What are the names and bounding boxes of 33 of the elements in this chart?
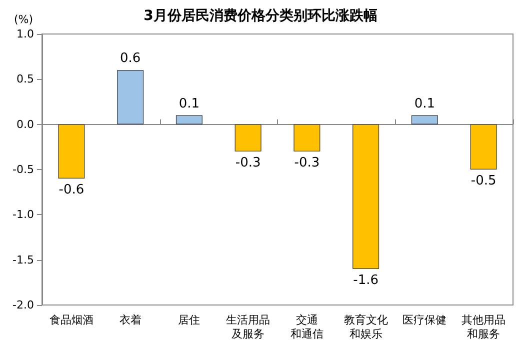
data-label: 0.6 [120,51,141,66]
x-tick-label: 食品烟酒 [49,314,94,326]
bar [470,124,497,170]
y-tick-label: -1.5 [12,253,34,266]
chart-title: 3月份居民消费价格分类别环比涨跌幅 [144,8,378,24]
bar [234,124,262,152]
data-label: -0.5 [470,174,496,188]
x-tick-label: 交通和通信 [290,314,324,340]
x-tick-label: 居住 [178,314,200,326]
x-tick-label: 生活用品及服务 [226,314,270,340]
x-tick-label: 医疗保健 [402,314,447,326]
data-label: -0.6 [58,182,84,198]
x-tick-label: 教育文化和娱乐 [344,314,388,340]
data-label: 0.1 [178,96,200,112]
bar [176,115,202,124]
y-tick-label: -2.0 [12,298,34,312]
bar [117,70,144,124]
y-tick-label: -0.5 [12,163,34,176]
data-label: -1.6 [353,272,378,288]
y-axis-title: (%) [14,13,34,26]
bar [294,124,320,152]
x-tick-label: 其他用品和服务 [462,314,506,340]
data-label: -0.3 [294,155,320,170]
bar [411,115,438,124]
y-tick-label: 0.0 [16,118,34,131]
y-tick-label: 1.0 [16,28,34,40]
data-label: 0.1 [414,96,436,112]
y-tick-label: 0.5 [16,72,34,86]
y-tick-label: -1.0 [12,208,34,222]
data-label: -0.3 [235,155,261,170]
bar [58,124,85,179]
bar [352,124,380,269]
x-tick-label: 衣着 [119,314,142,326]
